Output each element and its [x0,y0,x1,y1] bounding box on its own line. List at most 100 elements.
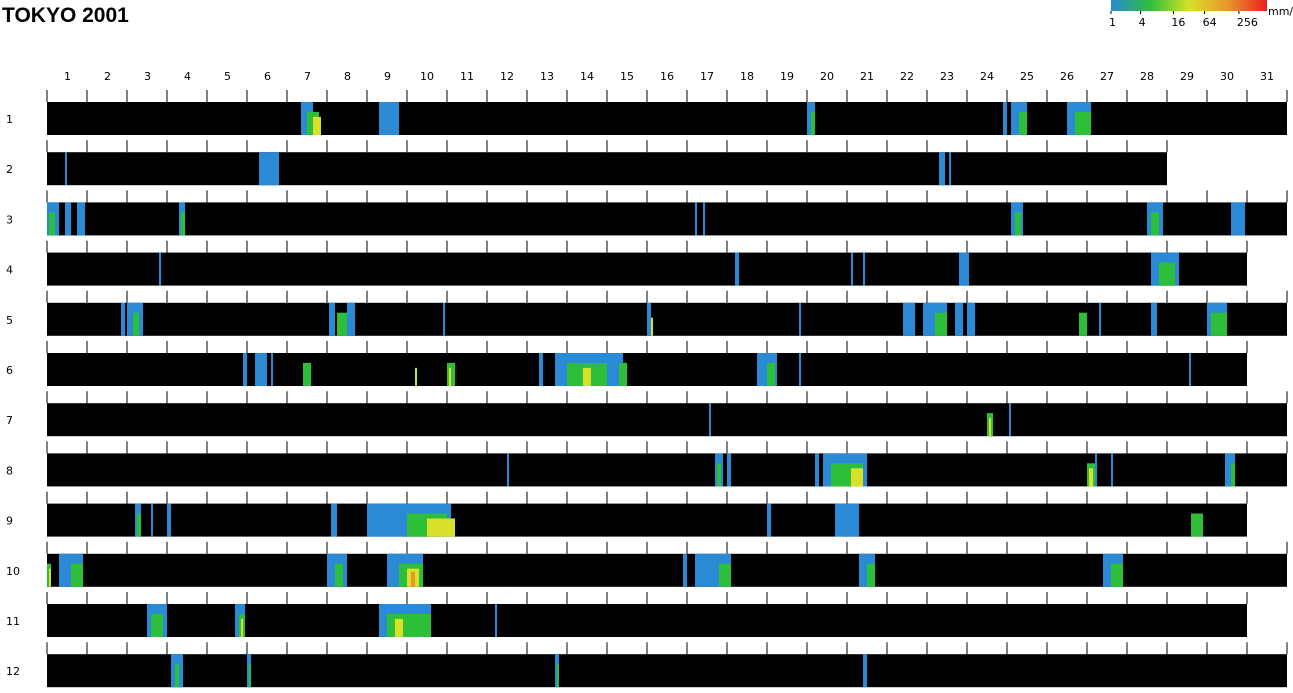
x-tick-label: 31 [1260,70,1274,83]
chart-title: TOKYO 2001 [2,4,129,27]
rain-event [1225,453,1235,487]
rain-event [557,664,559,688]
x-tick-label: 11 [460,70,474,83]
x-tick-label: 25 [1020,70,1034,83]
legend-unit: mm/h [1268,5,1293,18]
rain-event [799,353,801,386]
rain-event [395,618,403,637]
rain-event [243,353,247,386]
rain-event [767,503,771,537]
rain-event [1189,353,1191,386]
month-bar [47,604,1247,637]
legend-tick-label: 4 [1139,16,1146,29]
month-bar [47,252,1247,286]
rain-event [415,367,417,386]
x-tick-label: 30 [1220,70,1234,83]
rain-event [735,252,739,286]
rain-event [1003,102,1007,135]
rain-event [507,453,509,487]
rain-event [967,302,975,336]
rain-event [49,568,51,587]
x-tick-label: 7 [304,70,311,83]
rain-event [133,312,139,336]
rain-event [1191,513,1203,537]
x-tick-label: 2 [104,70,111,83]
rain-event [367,503,375,537]
rain-event [835,503,859,537]
month-row: 10 [6,541,1288,587]
rain-event [799,302,801,336]
rain-event [255,353,267,386]
rain-event [949,152,951,186]
month-row: 8 [6,441,1288,487]
x-tick-label: 4 [184,70,191,83]
x-tick-label: 8 [344,70,351,83]
x-tick-label: 19 [780,70,794,83]
y-tick-label: 6 [6,364,13,377]
rain-event [709,403,711,437]
rain-event [851,252,853,286]
rain-event [151,613,163,637]
x-tick-label: 16 [660,70,674,83]
rain-event [337,312,349,336]
rain-event [1099,302,1101,336]
rain-event [137,513,141,537]
legend-tick-label: 256 [1237,16,1258,29]
rain-event [65,152,67,186]
month-row: 12 [6,642,1288,688]
rain-event [1211,312,1227,336]
x-tick-label: 28 [1140,70,1154,83]
x-tick-label: 20 [820,70,834,83]
x-tick-label: 5 [224,70,231,83]
rain-event [1159,262,1175,286]
month-row: 6 [6,341,1248,386]
y-tick-label: 2 [6,163,13,176]
rain-event [903,302,915,336]
legend-color-bar [1111,0,1267,11]
rain-event [259,152,271,186]
x-tick-label: 14 [580,70,594,83]
rain-event [651,317,653,336]
rain-event [1089,468,1093,487]
month-row: 5 [6,290,1288,336]
x-tick-label: 3 [144,70,151,83]
y-tick-label: 12 [6,665,20,678]
x-tick-label: 21 [860,70,874,83]
month-row: 2 [6,140,1168,186]
rain-event [1019,111,1027,135]
rain-event [867,563,875,587]
rain-event [303,362,311,386]
rain-event [271,353,273,386]
y-tick-label: 5 [6,314,13,327]
rain-event [427,518,451,537]
rain-event [539,353,543,386]
x-tick-label: 1 [64,70,71,83]
rain-event [347,302,355,336]
legend-tick-label: 16 [1171,16,1185,29]
month-bar [47,453,1287,487]
month-bar [47,202,1287,236]
month-bar [47,553,1287,587]
x-tick-label: 22 [900,70,914,83]
x-tick-label: 9 [384,70,391,83]
x-axis-day-labels: 1 2 3 4 5 6 7 8 9 10 11 12 13 14 15 16 17 18 19 20 21 22 23 24 2… [64,70,1274,83]
rain-event [387,613,431,637]
x-tick-label: 6 [264,70,271,83]
month-bar [47,102,1287,135]
rain-event [447,518,455,537]
y-tick-label: 9 [6,515,13,528]
rain-event [1079,312,1087,336]
rain-event [811,111,815,135]
x-tick-label: 17 [700,70,714,83]
rain-event [619,362,627,386]
rain-event [249,664,251,688]
rain-event [863,654,867,688]
month-bar [47,503,1247,537]
rain-event [959,252,969,286]
x-tick-label: 13 [540,70,554,83]
rain-event [939,152,945,186]
rain-event [159,252,161,286]
rain-event [181,212,185,236]
rain-event [719,563,731,587]
